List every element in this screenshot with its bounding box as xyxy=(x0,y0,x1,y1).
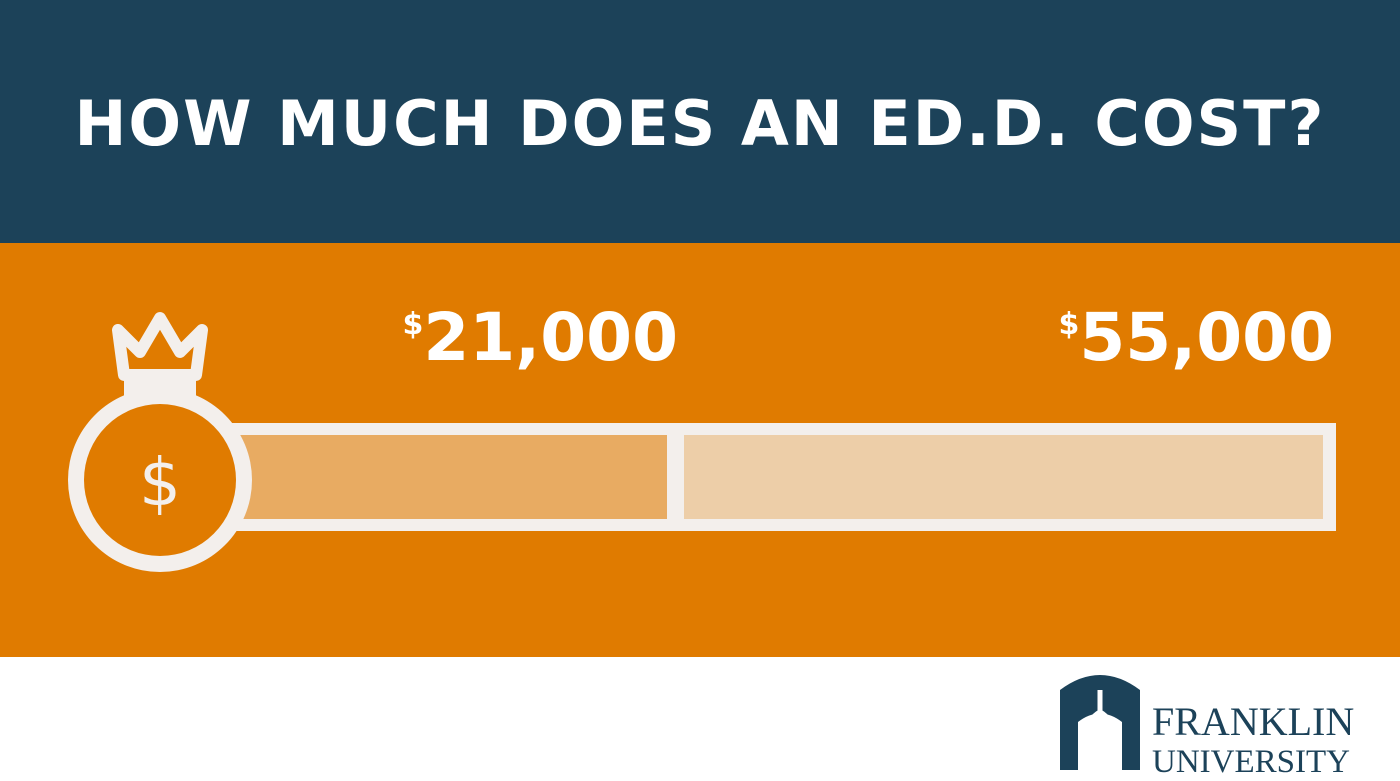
amount: 55,000 xyxy=(1079,299,1334,376)
money-bag-icon: $ xyxy=(68,312,252,572)
logo-line1: FRANKLIN xyxy=(1152,699,1354,744)
amount: 21,000 xyxy=(423,299,678,376)
cost-label: $21,000 xyxy=(402,299,678,376)
currency-sign: $ xyxy=(402,307,423,342)
title: HOW MUCH DOES AN ED.D. COST? xyxy=(75,87,1326,160)
header-band xyxy=(0,0,1400,243)
bar-high-segment xyxy=(684,435,1323,519)
cost-label: $55,000 xyxy=(1058,299,1334,376)
currency-sign: $ xyxy=(1058,307,1079,342)
logo-line2: UNIVERSITY xyxy=(1152,744,1350,780)
svg-text:$: $ xyxy=(139,444,181,521)
logo: FRANKLIN UNIVERSITY xyxy=(1060,675,1354,780)
bar-low-segment xyxy=(240,435,667,519)
